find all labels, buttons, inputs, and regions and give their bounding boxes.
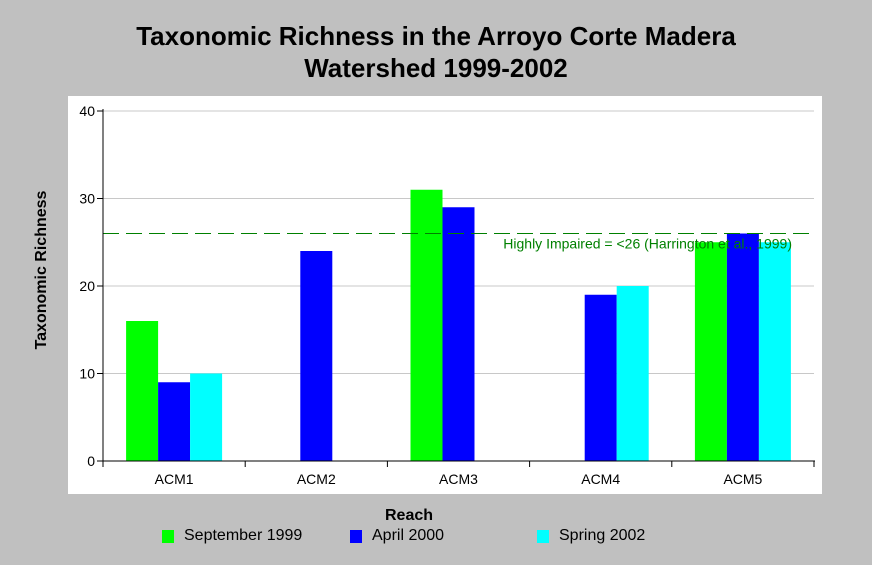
x-tick-label: ACM1 [155, 471, 194, 487]
legend-item-april-2000: April 2000 [350, 526, 444, 546]
chart-title-line-1: Taxonomic Richness in the Arroyo Corte M… [136, 21, 736, 51]
axes: 0 10 20 30 40 ACM1 ACM2 ACM3 ACM4 ACM5 [79, 103, 815, 487]
legend-label: Spring 2002 [559, 527, 646, 544]
bar-acm3-series-2 [442, 207, 475, 461]
legend-swatch [162, 529, 174, 543]
x-tick-label: ACM4 [581, 471, 620, 487]
bar-acm4-series-2 [584, 294, 617, 461]
y-tick-label: 40 [79, 103, 95, 119]
legend-item-september-1999: September 1999 [162, 526, 302, 546]
y-tick-label: 20 [79, 278, 95, 294]
legend-label: April 2000 [372, 527, 445, 544]
bar-acm5-series-1 [694, 242, 727, 461]
y-tick-label: 0 [87, 453, 95, 469]
y-tick-label: 10 [79, 366, 95, 382]
bar-acm1-series-2 [158, 382, 191, 461]
reference-line-group: Highly Impaired = <26 (Harrington et al.… [103, 233, 814, 252]
legend-swatch [350, 529, 362, 543]
x-axis-title: Reach [385, 507, 433, 524]
bar-acm3-series-1 [410, 189, 443, 461]
bar-acm2-series-2 [300, 251, 333, 461]
bars [126, 189, 791, 461]
x-tick-label: ACM5 [723, 471, 762, 487]
legend-swatch [537, 529, 549, 543]
bar-acm1-series-3 [190, 373, 223, 461]
bar-acm5-series-2 [726, 233, 759, 461]
y-tick-label: 30 [79, 191, 95, 207]
x-tick-label: ACM3 [439, 471, 478, 487]
legend-label: September 1999 [184, 527, 303, 544]
y-axis-title: Taxonomic Richness [33, 190, 50, 349]
chart-title-line-2: Watershed 1999-2002 [304, 53, 568, 83]
chart-title: Taxonomic Richness in the Arroyo Corte M… [0, 20, 872, 84]
bar-acm1-series-1 [126, 321, 159, 461]
bar-acm4-series-3 [616, 286, 649, 461]
reference-line-label: Highly Impaired = <26 (Harrington et al.… [503, 236, 792, 252]
bar-acm5-series-3 [758, 242, 791, 461]
legend-item-spring-2002: Spring 2002 [537, 526, 645, 546]
x-tick-label: ACM2 [297, 471, 336, 487]
